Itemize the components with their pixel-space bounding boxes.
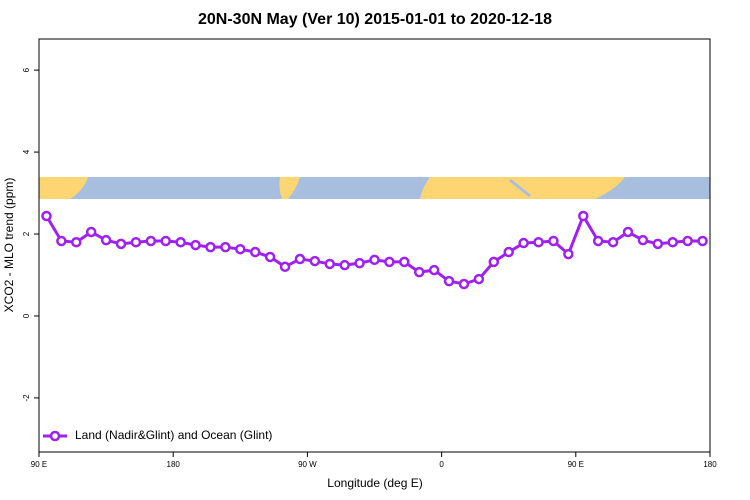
series-line xyxy=(45,212,703,286)
point xyxy=(71,236,82,248)
x-axis-label: Longitude (deg E) xyxy=(327,476,422,490)
plot-frame xyxy=(38,38,711,453)
point xyxy=(682,235,693,247)
y-axis-label: XCO2 - MLO trend (ppm) xyxy=(2,178,16,313)
point xyxy=(294,253,306,265)
point xyxy=(563,248,574,260)
point xyxy=(652,238,664,250)
point xyxy=(130,236,142,248)
point xyxy=(503,246,514,258)
point xyxy=(667,236,678,248)
point xyxy=(354,257,365,269)
point xyxy=(578,210,589,222)
point xyxy=(458,278,470,290)
point xyxy=(190,239,201,251)
point xyxy=(205,241,216,253)
chart-title: 20N-30N May (Ver 10) 2015-01-01 to 2020-… xyxy=(198,11,552,28)
point xyxy=(235,243,246,255)
point xyxy=(145,235,157,247)
x-tick-label: 90 E xyxy=(31,460,47,469)
point xyxy=(622,226,634,238)
y-tick-label: 4 xyxy=(22,149,31,154)
y-tick-label: -2 xyxy=(22,394,31,402)
point xyxy=(41,210,52,222)
point xyxy=(384,256,395,268)
point xyxy=(249,246,261,258)
point xyxy=(607,236,619,248)
point xyxy=(264,251,276,263)
x-tick-label: 0 xyxy=(439,460,444,469)
point xyxy=(160,235,171,247)
x-tick-label: 180 xyxy=(167,460,181,469)
point xyxy=(115,238,127,250)
point xyxy=(100,234,112,246)
point xyxy=(488,256,500,268)
point xyxy=(473,273,485,285)
point xyxy=(175,236,186,248)
point xyxy=(339,259,350,271)
point xyxy=(443,275,455,287)
x-tick-label: 90 E xyxy=(568,460,584,469)
x-tick-label: 180 xyxy=(703,460,717,469)
point xyxy=(56,235,67,247)
point xyxy=(399,256,410,268)
x-tick-label: 90 W xyxy=(298,460,317,469)
point xyxy=(324,258,336,270)
point xyxy=(637,234,649,246)
y-tick-label: 6 xyxy=(22,67,31,72)
point xyxy=(279,261,291,273)
point xyxy=(220,241,231,253)
map-strip xyxy=(39,177,710,199)
point xyxy=(592,235,604,247)
point xyxy=(413,266,425,278)
point xyxy=(369,254,380,266)
point xyxy=(85,226,97,238)
legend-marker xyxy=(49,430,61,442)
point xyxy=(697,235,708,247)
y-tick-label: 2 xyxy=(22,231,31,236)
y-tick-label: 0 xyxy=(22,313,31,318)
point xyxy=(548,235,559,247)
point xyxy=(309,255,321,267)
legend-label: Land (Nadir&Glint) and Ocean (Glint) xyxy=(75,428,272,442)
point xyxy=(428,264,440,276)
point xyxy=(533,236,544,248)
point xyxy=(518,237,529,249)
